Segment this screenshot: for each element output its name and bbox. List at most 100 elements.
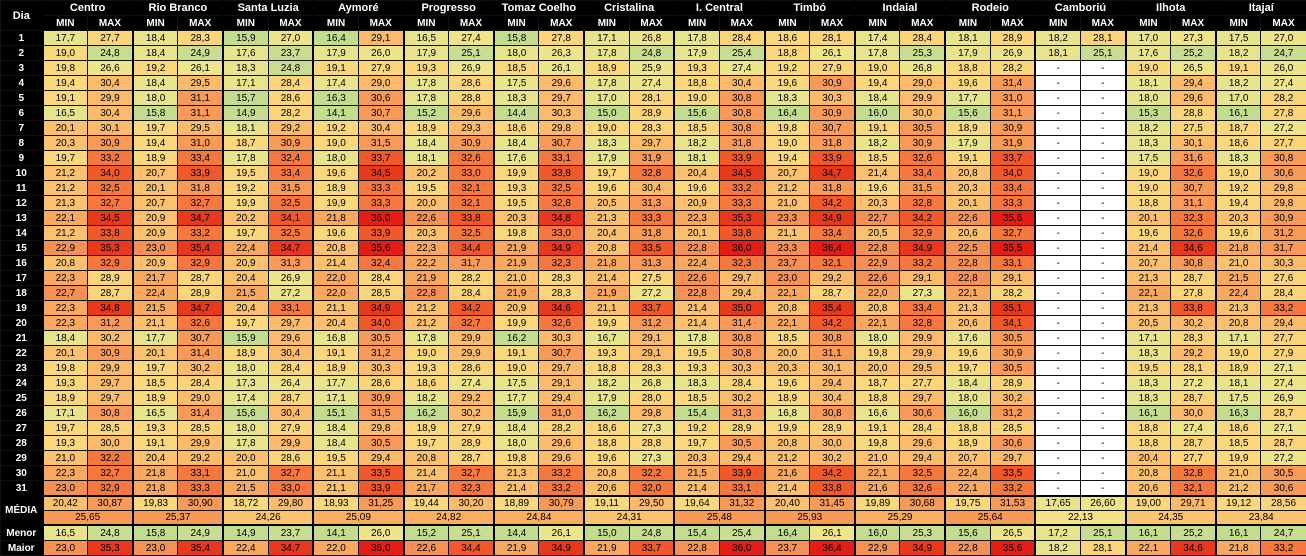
min-cell: 15,9: [223, 331, 268, 346]
max-subheader: MAX: [719, 16, 764, 31]
min-cell: 18,6: [584, 421, 629, 436]
min-cell: 21,2: [404, 301, 449, 316]
min-cell: 19,9: [584, 316, 629, 331]
min-cell: 18,1: [945, 31, 990, 46]
max-cell: 33,3: [358, 196, 403, 211]
min-cell: 22,9: [855, 256, 900, 271]
max-cell: -: [1080, 481, 1125, 497]
min-cell: 23,0: [133, 241, 178, 256]
max-cell: 24,8: [268, 61, 313, 76]
max-cell: 25,1: [449, 46, 494, 61]
max-cell: 36,0: [719, 241, 764, 256]
min-cell: 18,3: [223, 61, 268, 76]
max-subheader: MAX: [178, 16, 223, 31]
max-cell: 25,3: [900, 46, 945, 61]
min-cell: 18,0: [494, 46, 539, 61]
min-cell: 17,8: [404, 331, 449, 346]
max-cell: 30,0: [900, 106, 945, 121]
max-cell: -: [1080, 436, 1125, 451]
max-cell: 29,6: [1171, 91, 1216, 106]
min-cell: 21,4: [765, 481, 810, 497]
max-cell: 32,9: [88, 256, 133, 271]
min-cell: 17,5: [1126, 151, 1171, 166]
min-cell: 16,1: [1216, 106, 1261, 121]
station-header: Timbó: [765, 1, 855, 16]
min-cell: 21,8: [313, 211, 358, 226]
max-maior-cell: 34,7: [268, 541, 313, 556]
min-cell: 21,4: [855, 166, 900, 181]
max-cell: 30,7: [539, 136, 584, 151]
max-media-cell: 26,60: [1080, 496, 1125, 511]
min-maior-cell: 21,9: [584, 541, 629, 556]
max-cell: 28,9: [629, 106, 674, 121]
max-cell: 31,1: [178, 91, 223, 106]
min-cell: 18,1: [223, 121, 268, 136]
min-cell: 19,7: [223, 316, 268, 331]
min-cell: 19,6: [674, 181, 719, 196]
max-cell: 28,7: [178, 271, 223, 286]
max-cell: 30,9: [1261, 211, 1306, 226]
max-subheader: MAX: [990, 16, 1035, 31]
station-header: Rodeio: [945, 1, 1035, 16]
max-cell: 32,9: [88, 481, 133, 497]
max-cell: 29,5: [178, 121, 223, 136]
min-cell: 22,4: [1216, 286, 1261, 301]
max-cell: 30,3: [719, 361, 764, 376]
min-cell: 19,6: [945, 346, 990, 361]
max-cell: 32,3: [539, 256, 584, 271]
min-cell: 18,7: [855, 376, 900, 391]
min-cell: 20,3: [765, 361, 810, 376]
min-cell: -: [1035, 91, 1080, 106]
min-cell: 15,1: [313, 406, 358, 421]
max-cell: 29,9: [88, 91, 133, 106]
max-cell: 28,7: [268, 391, 313, 406]
min-media-cell: 19,64: [674, 496, 719, 511]
day-label: 17: [1, 271, 43, 286]
min-cell: 20,8: [765, 301, 810, 316]
max-cell: 28,5: [178, 421, 223, 436]
max-cell: 33,1: [268, 301, 313, 316]
min-cell: 18,9: [584, 61, 629, 76]
max-cell: 35,5: [990, 241, 1035, 256]
max-cell: 28,6: [449, 361, 494, 376]
max-media-cell: 30,87: [88, 496, 133, 511]
min-cell: 17,5: [494, 376, 539, 391]
day-label: 15: [1, 241, 43, 256]
max-cell: 28,4: [178, 376, 223, 391]
media-average-cell: 22,13: [1035, 511, 1125, 526]
max-cell: 32,3: [1171, 211, 1216, 226]
max-cell: 33,9: [719, 466, 764, 481]
max-cell: 32,8: [539, 196, 584, 211]
min-maior-cell: 22,6: [404, 541, 449, 556]
min-cell: 21,9: [494, 286, 539, 301]
min-cell: 21,9: [494, 241, 539, 256]
max-cell: 34,2: [449, 301, 494, 316]
min-cell: 17,6: [494, 151, 539, 166]
max-menor-cell: 25,1: [1080, 525, 1125, 541]
min-cell: 20,9: [133, 226, 178, 241]
max-subheader: MAX: [268, 16, 313, 31]
min-cell: 22,1: [1126, 286, 1171, 301]
station-header: Tomaz Coelho: [494, 1, 584, 16]
max-cell: 33,1: [990, 256, 1035, 271]
max-menor-cell: 23,7: [268, 525, 313, 541]
min-cell: 19,3: [404, 361, 449, 376]
station-header: I. Central: [674, 1, 764, 16]
max-media-cell: 28,56: [1261, 496, 1306, 511]
min-cell: 21,0: [1216, 466, 1261, 481]
max-cell: 30,2: [178, 361, 223, 376]
min-cell: 19,6: [584, 451, 629, 466]
min-cell: 20,3: [945, 181, 990, 196]
max-cell: 31,1: [990, 106, 1035, 121]
max-cell: 30,3: [539, 106, 584, 121]
max-cell: 30,9: [900, 136, 945, 151]
max-cell: 32,5: [900, 466, 945, 481]
min-cell: -: [1035, 286, 1080, 301]
max-cell: 34,7: [268, 241, 313, 256]
max-cell: 31,1: [810, 346, 855, 361]
min-cell: 19,1: [313, 346, 358, 361]
max-cell: 28,5: [88, 421, 133, 436]
